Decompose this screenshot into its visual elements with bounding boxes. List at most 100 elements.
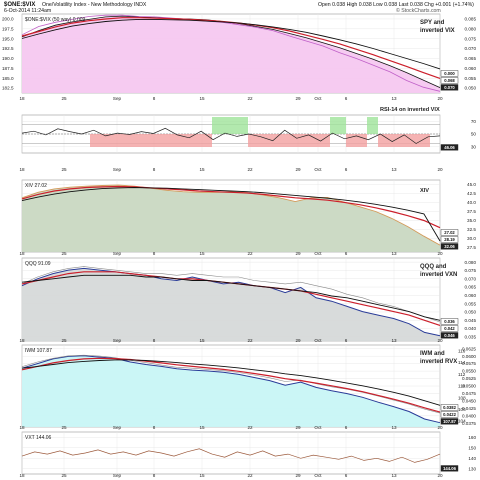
x-tick-label: 6	[345, 425, 348, 430]
series-line-overlay	[21, 14, 441, 92]
x-tick-label: 15	[199, 473, 205, 478]
x-tick-label: 6	[345, 167, 348, 172]
y-tick-label: 0.0400	[462, 413, 476, 418]
x-tick-label: Sep	[113, 251, 122, 256]
panel-legend: IWM 107.87	[25, 348, 52, 354]
y-tick-label: 0.080	[465, 260, 477, 265]
series-line-price	[21, 448, 441, 463]
x-tick-label: 22	[247, 96, 253, 101]
y-tick-label: 0.040	[465, 326, 477, 331]
x-tick-label: 15	[199, 425, 205, 430]
watermark: © StockCharts.com	[396, 8, 441, 14]
series-line-overlay	[21, 354, 441, 414]
current-value-box	[440, 243, 459, 250]
x-tick-label: 29	[295, 473, 301, 478]
panel-title: IWM and	[420, 351, 445, 357]
y-tick-label-left: 197.5	[2, 26, 14, 31]
current-value-label: 0.068	[444, 78, 455, 83]
last-value: 0.038	[409, 1, 423, 8]
x-tick-label: Oct	[314, 96, 322, 101]
current-value-box	[440, 418, 459, 425]
quote-date: 6-Oct-2014 11:24am	[4, 8, 52, 14]
panel-title: inverted VIX	[420, 28, 455, 34]
low-value: 0.038	[384, 1, 398, 8]
x-tick-label: Oct	[314, 251, 322, 256]
x-tick-label: 20	[437, 96, 443, 101]
y-tick-label: 0.070	[465, 46, 477, 51]
y-tick-label-left: 187.5	[2, 66, 14, 71]
current-value-box	[440, 465, 459, 472]
y-tick-label: 0.060	[465, 293, 477, 298]
symbol-description: One/Volatility Index - New Methodology I…	[42, 1, 147, 8]
x-tick-label: 22	[247, 251, 253, 256]
y-tick-label-left: 200.0	[2, 17, 14, 22]
x-tick-label: 22	[247, 167, 253, 172]
x-tick-label: 22	[247, 338, 253, 343]
y-tick-label: 0.065	[465, 56, 477, 61]
y-tick-label: 0.0500	[462, 384, 476, 389]
series-line-ma-long	[21, 359, 441, 406]
y-tick-label-left: 190.0	[2, 56, 14, 61]
current-value-label: 0.036	[444, 319, 455, 324]
current-value-box	[440, 144, 459, 151]
rsi-strength-band	[330, 117, 346, 134]
x-tick-label: 18	[19, 425, 25, 430]
x-tick-label: Oct	[314, 167, 322, 172]
current-value-label: 0.042	[444, 326, 455, 331]
x-tick-label: 8	[153, 425, 156, 430]
x-tick-label: Sep	[113, 167, 122, 172]
x-tick-label: 25	[61, 251, 67, 256]
x-tick-label: 18	[19, 251, 25, 256]
y-tick-label: 30	[471, 144, 477, 149]
current-value-label: 27.02	[444, 230, 455, 235]
y-tick-label: 0.0525	[462, 376, 476, 381]
x-tick-label: 20	[437, 251, 443, 256]
symbol-label: $ONE:$VIX	[4, 2, 36, 8]
x-tick-label: 8	[153, 96, 156, 101]
current-value-box	[440, 332, 459, 339]
series-line-rsi	[21, 127, 441, 144]
y-tick-label: 42.5	[467, 191, 476, 196]
y-tick-label: 0.070	[465, 276, 477, 281]
y-tick-label: 0.075	[465, 36, 477, 41]
x-tick-label: 13	[391, 96, 397, 101]
current-value-box	[440, 70, 459, 77]
x-tick-label: 25	[61, 425, 67, 430]
y-tick-label: 0.055	[465, 76, 477, 81]
x-tick-label: 18	[19, 338, 25, 343]
current-value-label: 28.19	[444, 237, 455, 242]
y-tick-label: 27.5	[467, 245, 476, 250]
series-line-ma-long	[21, 187, 441, 242]
panel-legend: VXT 144.06	[25, 435, 52, 441]
y-tick-label: 30.0	[467, 236, 476, 241]
series-line-inverted	[21, 355, 441, 424]
panel-title: SPY and	[420, 20, 445, 26]
current-value-box	[440, 404, 459, 411]
y-tick-label-secondary: 112	[458, 372, 466, 377]
y-tick-label: 0.060	[465, 66, 477, 71]
y-tick-label: 0.065	[465, 285, 477, 290]
series-line-ma-long	[21, 274, 441, 321]
y-tick-label-secondary: 104	[458, 419, 466, 424]
x-tick-label: Sep	[113, 473, 122, 478]
x-tick-label: 15	[199, 338, 205, 343]
x-tick-label: 8	[153, 473, 156, 478]
y-tick-label-secondary: 110	[458, 384, 466, 389]
y-tick-label: 50	[471, 132, 477, 137]
current-value-box	[440, 411, 459, 418]
current-value-label: 46.06	[444, 145, 455, 150]
rsi-strength-band	[212, 117, 248, 134]
rsi-weakness-band	[248, 134, 330, 147]
y-tick-label: 0.0550	[462, 369, 476, 374]
y-tick-label: 160	[468, 435, 476, 440]
current-value-box	[440, 77, 459, 84]
y-tick-label-secondary: 106	[458, 407, 466, 412]
x-tick-label: 15	[199, 96, 205, 101]
ohlc-readout: Open 0.038 High 0.038 Low 0.038 Last 0.0…	[318, 1, 474, 8]
x-tick-label: 13	[391, 473, 397, 478]
current-value-box	[440, 229, 459, 236]
y-tick-label: 0.045	[465, 318, 477, 323]
panel-legend: XIV 27.02	[25, 183, 47, 189]
y-tick-label-secondary: 116	[458, 348, 466, 353]
